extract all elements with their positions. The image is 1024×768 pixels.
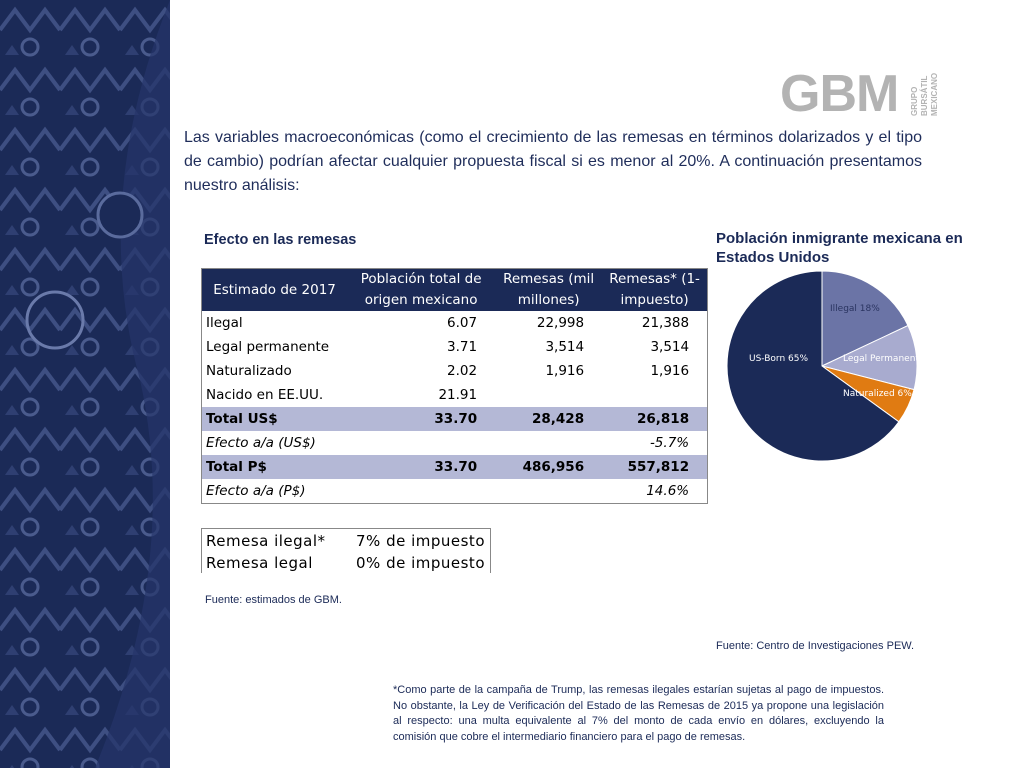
table-cell: 33.70 — [347, 407, 496, 431]
header-cell: Población total de origen mexicano — [347, 268, 496, 311]
decorative-panel — [0, 0, 170, 768]
table-cell: Nacido en EE.UU. — [206, 387, 324, 403]
table-cell: Ilegal — [206, 315, 243, 331]
tax-cell: 7% de impuesto — [356, 532, 485, 550]
table-cell — [495, 431, 602, 455]
slice-label: US-Born 65% — [749, 354, 808, 364]
table-cell: Legal permanente — [206, 339, 330, 355]
table-cell — [495, 383, 602, 407]
logo-sub: BURSÁTIL — [920, 75, 929, 116]
footnote: *Como parte de la campaña de Trump, las … — [393, 684, 884, 743]
table-cell: 26,818 — [602, 407, 708, 431]
tax-row: Remesa ilegal* 7% de impuesto — [202, 529, 490, 551]
table-cell: Efecto a/a (P$) — [206, 483, 306, 499]
tax-table: Remesa ilegal* 7% de impuesto Remesa legal… — [201, 528, 491, 573]
table-title: Efecto en las remesas — [204, 232, 357, 248]
tax-row: Remesa legal 0% de impuesto — [202, 551, 490, 573]
header-cell: Estimado de 2017 — [201, 268, 348, 311]
pie-slice — [726, 270, 900, 462]
table-cell: 6.07 — [447, 315, 478, 331]
table-cell: Total P$ — [201, 455, 348, 479]
table-cell — [347, 479, 495, 504]
slice-label: Legal Permanent — [843, 354, 919, 364]
table-cell: 21,388 — [641, 315, 690, 331]
table-cell: 14.6% — [646, 483, 690, 499]
table-row: Nacido en EE.UU. 21.91 — [202, 383, 708, 407]
slice-label: Naturalized 6% — [843, 389, 912, 399]
header-cell: Remesas (mil millones) — [495, 268, 603, 311]
table-cell: 557,812 — [602, 455, 708, 479]
table-cell: 33.70 — [347, 455, 496, 479]
table-cell: 486,956 — [495, 455, 603, 479]
table-cell: 28,428 — [495, 407, 603, 431]
pie-chart: Illegal 18% Legal Permanent Naturalized 6%… — [726, 270, 919, 462]
table-row: Efecto a/a (US$) -5.7% — [202, 431, 708, 455]
table-row: Ilegal 6.07 22,998 21,388 — [202, 311, 708, 335]
table-cell: 21.91 — [438, 387, 478, 403]
table-cell: 3.71 — [447, 339, 478, 355]
table-cell — [602, 383, 708, 407]
remittance-table: Estimado de 2017 Población total de orig… — [201, 268, 709, 504]
logo-subtitle: GRUPO BURSÁTIL MEXICANO — [910, 73, 939, 116]
table-cell: 1,916 — [650, 363, 690, 379]
table-row: Efecto a/a (P$) 14.6% — [202, 479, 708, 504]
header-row: Estimado de 2017 Población total de orig… — [201, 268, 708, 311]
chart-title: Población inmigrante mexicana en Estados… — [716, 230, 963, 266]
table-cell: -5.7% — [649, 435, 690, 451]
table-row: Legal permanente 3.71 3,514 3,514 — [202, 335, 708, 359]
tax-cell: Remesa legal — [206, 554, 313, 572]
table-cell: 22,998 — [536, 315, 585, 331]
chart-source: Fuente: Centro de Investigaciones PEW. — [716, 640, 915, 652]
table-row: Total P$ 33.70 486,956 557,812 — [201, 455, 708, 479]
table-cell: Total US$ — [201, 407, 348, 431]
table-cell: 1,916 — [545, 363, 585, 379]
table-cell: Efecto a/a (US$) — [206, 435, 316, 451]
table-cell: 2.02 — [447, 363, 478, 379]
table-row: Naturalizado 2.02 1,916 1,916 — [202, 359, 708, 383]
slice-label: Illegal 18% — [830, 304, 880, 314]
pie-slice — [820, 324, 918, 391]
logo: GBM — [780, 65, 899, 123]
intro-text: Las variables macroeconómicas (como el c… — [184, 129, 922, 194]
table-row: Total US$ 33.70 28,428 26,818 — [201, 407, 708, 431]
header-cell: Remesas* (1-impuesto) — [602, 268, 708, 311]
table-cell — [347, 431, 495, 455]
table-cell — [495, 479, 602, 504]
logo-sub: MEXICANO — [930, 73, 939, 116]
logo-sub: GRUPO — [910, 87, 919, 116]
table-cell: Naturalizado — [206, 363, 292, 379]
tax-cell: 0% de impuesto — [356, 554, 485, 572]
tax-cell: Remesa ilegal* — [206, 532, 326, 550]
table-cell: 3,514 — [545, 339, 585, 355]
pie-slice — [821, 270, 909, 367]
table-cell: 3,514 — [650, 339, 690, 355]
table-source: Fuente: estimados de GBM. — [205, 594, 342, 606]
